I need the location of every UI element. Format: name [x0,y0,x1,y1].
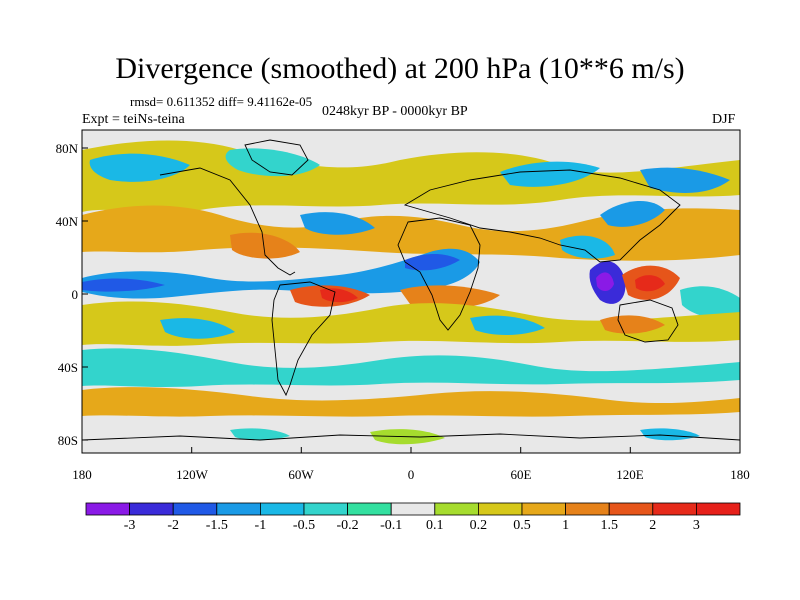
stats-line: rmsd= 0.611352 diff= 9.41162e-05 [130,94,313,109]
colorbar-swatch [216,502,261,516]
colorbar-label: 0.5 [513,518,531,533]
colorbar-swatch [347,502,392,516]
colorbar-swatch [303,502,348,516]
lat-label: 80S [57,433,78,448]
period-label: 0248kyr BP - 0000kyr BP [322,104,468,119]
colorbar-label: -3 [123,518,136,533]
colorbar-label: 0.1 [426,518,444,533]
coastline-greenland [244,139,309,176]
colorbar-label: 2 [649,518,657,533]
lon-label: 0 [407,467,415,482]
colorbar-label: -2 [167,518,180,533]
divergence-field [82,130,740,453]
colorbar-label: 3 [692,518,700,533]
colorbar-label: 1.5 [600,518,618,533]
contour-region [82,387,740,417]
contour-region [230,428,290,441]
coastline-africa [397,217,481,331]
season-label: DJF [712,112,736,127]
colorbar-label: -1.5 [205,518,228,533]
colorbar-swatch [434,502,479,516]
colorbar-swatch [696,502,741,516]
colorbar-swatch [259,502,305,516]
contour-region [82,301,740,346]
coastline-antarctica [82,433,740,441]
colorbar-label: 1 [562,518,570,533]
lon-label: 120W [176,467,208,482]
lon-label: 180 [72,467,92,482]
colorbar-swatch [172,502,218,516]
coastline-australia [617,299,679,343]
contour-region [560,235,615,259]
colorbar-label: -1 [254,518,267,533]
coastline-eurasia [403,169,681,263]
plot-title: Divergence (smoothed) at 200 hPa (10**6 … [115,52,685,85]
contour-region [160,318,235,339]
colorbar-swatch [652,502,697,516]
lat-label: 40S [57,360,78,375]
coastlines [82,139,740,441]
contour-region [635,275,665,292]
contour-region [300,212,375,235]
axis-ticks [81,147,741,453]
colorbar-label: -0.5 [292,518,316,533]
contour-region [82,248,480,299]
contour-region [225,148,320,177]
contour-region [405,254,460,271]
coastline-south-america [271,281,336,397]
colorbar-label: -0.2 [336,518,359,533]
colorbar-swatch [521,502,566,516]
contour-region [600,315,665,334]
contour-region [470,315,545,335]
contour-region [640,428,700,441]
coastline-north-america [159,167,296,276]
contour-region [500,161,600,187]
contour-region [600,200,665,227]
contour-region [82,278,165,292]
contour-region [230,232,300,259]
colorbar-label: 0.2 [469,518,488,533]
contour-region [320,288,358,303]
colorbar-swatch [390,502,436,516]
colorbar [85,502,741,516]
lat-label: 0 [71,287,79,302]
lat-label: 40N [55,214,78,229]
contour-region [596,272,614,291]
contour-region [89,153,190,182]
lon-label: 60E [510,467,532,482]
lat-label: 80N [55,141,78,156]
lon-label: 180 [730,467,750,482]
contour-region [400,285,500,309]
colorbar-swatch [129,502,174,516]
contour-region [82,348,740,387]
colorbar-label: -0.1 [380,518,403,533]
colorbar-swatch [565,502,610,516]
contour-region [680,286,740,320]
colorbar-swatch [85,502,130,516]
contour-region [640,167,730,193]
colorbar-swatch [477,502,523,516]
experiment-label: Expt = teiNs-teina [82,112,185,127]
lon-label: 120E [616,467,644,482]
lon-label: 60W [288,467,314,482]
colorbar-swatch [608,502,654,516]
